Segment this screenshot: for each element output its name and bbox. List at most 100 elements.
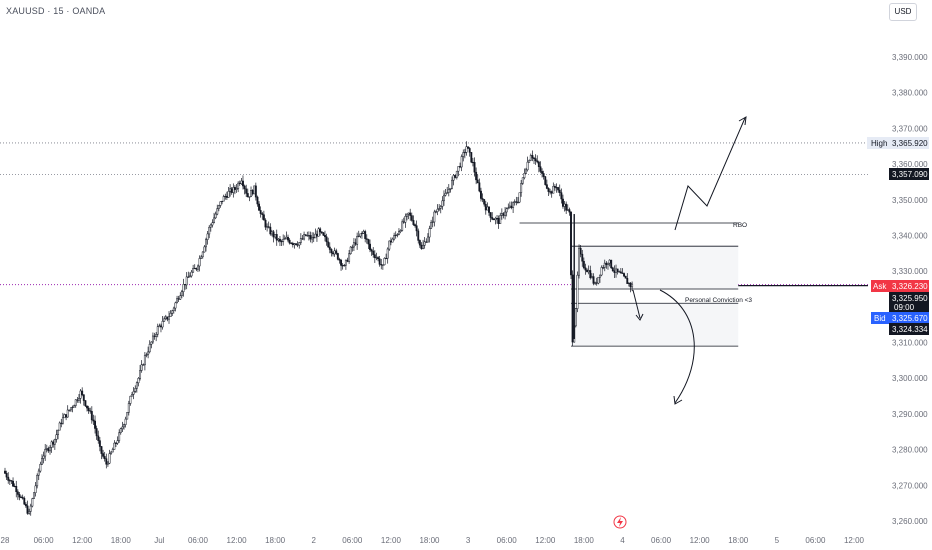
candle [119, 427, 122, 435]
candle [328, 242, 331, 254]
candle [510, 201, 513, 210]
candle [102, 449, 105, 459]
y-tick-label: 3,270.000 [892, 481, 928, 490]
candle [486, 202, 489, 211]
candle [240, 178, 243, 186]
high-tag: High 3,365.920 [867, 137, 929, 149]
candle [449, 187, 452, 193]
candle [89, 407, 92, 414]
candle [332, 251, 334, 257]
candle [491, 212, 494, 221]
y-tick-label: 3,360.000 [892, 160, 928, 169]
candle [344, 259, 347, 270]
candle [553, 184, 556, 191]
x-tick-label: 06:00 [342, 536, 363, 545]
candle [354, 238, 357, 246]
candle [460, 154, 463, 172]
candle [123, 423, 125, 430]
candle [172, 306, 175, 314]
drawings: RBO Personal Conviction <3 [632, 116, 752, 405]
candle [147, 346, 150, 359]
candle [589, 265, 592, 280]
candle [306, 231, 309, 237]
x-tick-label: 3 [466, 536, 471, 545]
candle [484, 200, 487, 215]
candle [179, 292, 182, 300]
candle [558, 184, 561, 197]
candle [270, 229, 273, 237]
candle [542, 170, 545, 180]
candle [262, 210, 265, 221]
x-tick-label: 06:00 [34, 536, 55, 545]
candle [578, 244, 580, 279]
bearish-curve-drawing[interactable] [659, 289, 695, 404]
candle [348, 250, 351, 264]
arrow-head-curve-icon [673, 395, 683, 405]
candle [616, 268, 619, 275]
candle [319, 227, 322, 236]
candle [214, 211, 217, 220]
currency-button[interactable]: USD [889, 3, 917, 21]
candle [611, 266, 614, 272]
candle [483, 198, 486, 207]
candle [434, 210, 437, 214]
candle [574, 307, 577, 328]
candle [129, 395, 132, 406]
candle [274, 234, 277, 239]
candle [513, 199, 516, 206]
high-tag-value: 3,365.920 [892, 139, 928, 148]
candle [367, 238, 370, 249]
candle [74, 399, 77, 408]
candle [447, 184, 450, 197]
candle [417, 228, 420, 244]
candle [375, 252, 378, 261]
candle [229, 184, 232, 197]
zone-box-2[interactable] [571, 303, 739, 347]
candle [581, 249, 584, 267]
x-tick-label: 12:00 [690, 536, 711, 545]
candle [137, 376, 140, 387]
candle [164, 314, 167, 321]
candle [602, 265, 605, 270]
candle [216, 204, 219, 216]
candle [79, 389, 82, 404]
candle [187, 271, 190, 278]
candle [139, 364, 142, 381]
candle [254, 182, 257, 201]
candle [471, 157, 474, 167]
candle [570, 211, 572, 280]
candle [126, 412, 129, 420]
candle [41, 454, 43, 465]
candle [425, 238, 428, 243]
candle [504, 206, 507, 220]
candle [603, 259, 606, 272]
candle [389, 237, 392, 246]
candle [69, 407, 72, 412]
candle [168, 311, 170, 324]
candle [478, 178, 481, 193]
candle [188, 272, 191, 278]
candle [232, 183, 235, 198]
candle [280, 239, 283, 246]
candle [36, 473, 39, 489]
candle [81, 387, 84, 397]
candle [534, 154, 537, 165]
candle [489, 212, 492, 223]
ask-tag-label: Ask [873, 282, 887, 291]
short-down-path-drawing[interactable] [632, 289, 641, 319]
x-tick-label: 18:00 [419, 536, 440, 545]
candle [391, 237, 394, 243]
bullish-path-drawing[interactable] [674, 117, 746, 231]
candle [250, 186, 252, 198]
candle [576, 271, 579, 313]
candle [304, 234, 307, 237]
candle [287, 234, 289, 243]
y-tick-label: 3,340.000 [892, 231, 928, 240]
candle [431, 216, 434, 228]
y-tick-label: 3,280.000 [892, 446, 928, 455]
candle [140, 360, 143, 373]
candle [515, 196, 518, 206]
lightning-logo-icon[interactable] [613, 515, 627, 529]
candle [21, 494, 24, 500]
